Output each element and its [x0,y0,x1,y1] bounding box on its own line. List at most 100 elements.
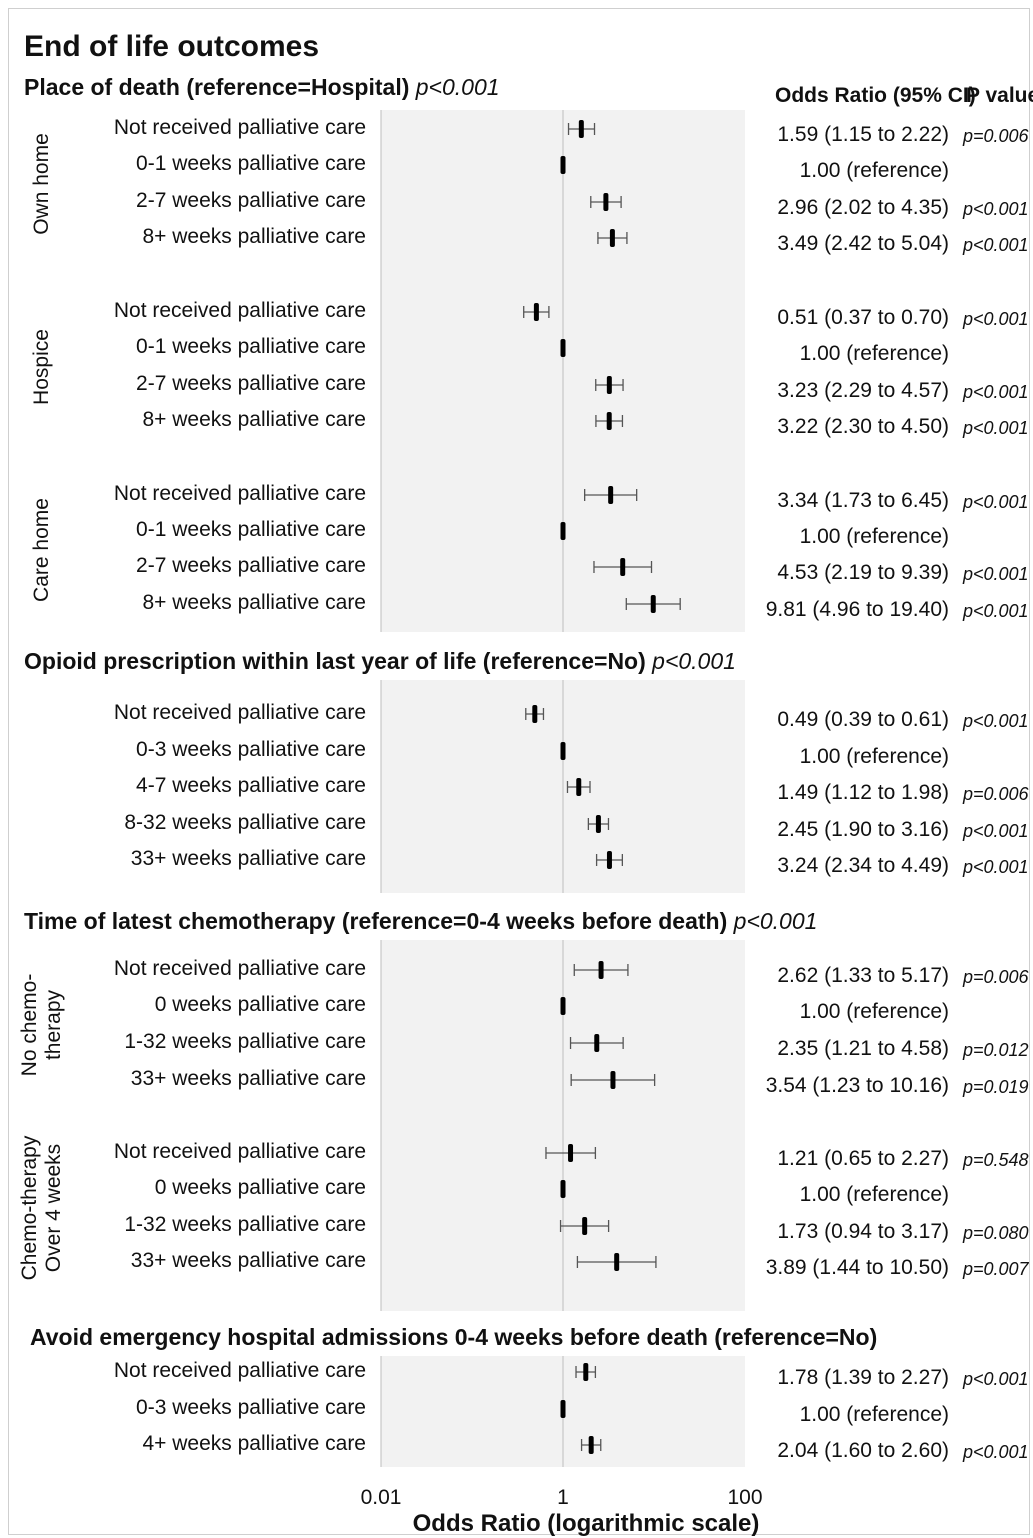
section-title: Opioid prescription within last year of … [24,648,736,675]
p-value: p=0.006 [963,126,1029,147]
row-label: 4+ weeks palliative care [142,1432,366,1456]
odds-ratio-marker [599,961,604,979]
or-ci-value: 2.62 (1.33 to 5.17) [777,964,949,988]
or-ci-value: 0.49 (0.39 to 0.61) [777,708,949,732]
section-title-text: Opioid prescription within last year of … [24,648,652,674]
odds-ratio-marker [610,1071,615,1089]
odds-ratio-marker [594,1034,599,1052]
row-label: 33+ weeks palliative care [131,847,366,871]
p-value: p<0.001 [963,1369,1029,1390]
row-label: 2-7 weeks palliative care [136,372,366,396]
row-label: Not received palliative care [114,1140,366,1164]
row-label: Not received palliative care [114,1359,366,1383]
odds-ratio-marker [568,1144,573,1162]
or-ci-value: 1.00 (reference) [800,1000,949,1024]
odds-ratio-marker [610,229,615,247]
or-ci-value: 1.78 (1.39 to 2.27) [777,1366,949,1390]
p-value: p=0.080 [963,1223,1029,1244]
odds-ratio-marker [532,705,537,723]
row-label: Not received palliative care [114,299,366,323]
row-label: Not received palliative care [114,116,366,140]
row-label: Not received palliative care [114,482,366,506]
or-ci-value: 1.59 (1.15 to 2.22) [777,123,949,147]
section-title: Avoid emergency hospital admissions 0-4 … [30,1324,877,1351]
or-ci-value: 3.89 (1.44 to 10.50) [766,1256,949,1280]
or-ci-value: 2.35 (1.21 to 4.58) [777,1037,949,1061]
p-value: p=0.006 [963,967,1029,988]
or-ci-value: 1.21 (0.65 to 2.27) [777,1147,949,1171]
odds-ratio-marker [607,376,612,394]
p-value: p<0.001 [963,382,1029,403]
or-ci-value: 3.34 (1.73 to 6.45) [777,489,949,513]
p-value: p<0.001 [963,564,1029,585]
section-title-text: Place of death (reference=Hospital) [24,74,416,100]
p-value: p<0.001 [963,711,1029,732]
row-label: 0-1 weeks palliative care [136,518,366,542]
odds-ratio-marker [534,303,539,321]
row-label: 0-1 weeks palliative care [136,152,366,176]
or-ci-value: 9.81 (4.96 to 19.40) [766,598,949,622]
odds-ratio-marker [561,522,566,540]
odds-ratio-marker [596,815,601,833]
row-label: 0 weeks palliative care [155,993,366,1017]
row-label: 2-7 weeks palliative care [136,554,366,578]
odds-ratio-marker [614,1253,619,1271]
p-value: p=0.007 [963,1259,1029,1280]
odds-ratio-marker [561,1400,566,1418]
or-ci-value: 1.00 (reference) [800,525,949,549]
or-ci-value: 1.00 (reference) [800,1403,949,1427]
row-label: 0-1 weeks palliative care [136,335,366,359]
group-label: Own home [30,133,54,235]
row-label: 8+ weeks palliative care [142,408,366,432]
section-title-text: Avoid emergency hospital admissions 0-4 … [30,1324,877,1350]
section-p-value: p<0.001 [734,908,818,934]
row-label: 1-32 weeks palliative care [124,1213,366,1237]
row-label: 0 weeks palliative care [155,1176,366,1200]
or-ci-value: 1.00 (reference) [800,1183,949,1207]
row-label: 8+ weeks palliative care [142,225,366,249]
section-title: Time of latest chemotherapy (reference=0… [24,908,817,935]
group-label: Care home [30,498,54,602]
odds-ratio-marker [561,997,566,1015]
section-p-value: p<0.001 [416,74,500,100]
p-value: p<0.001 [963,492,1029,513]
odds-ratio-marker [651,595,656,613]
row-label: 1-32 weeks palliative care [124,1030,366,1054]
p-value: p<0.001 [963,199,1029,220]
odds-ratio-marker [582,1217,587,1235]
row-label: Not received palliative care [114,957,366,981]
or-ci-value: 2.45 (1.90 to 3.16) [777,818,949,842]
odds-ratio-marker [561,156,566,174]
row-label: 2-7 weeks palliative care [136,189,366,213]
p-value: p=0.012 [963,1040,1029,1061]
or-ci-value: 2.96 (2.02 to 4.35) [777,196,949,220]
p-value: p<0.001 [963,821,1029,842]
group-label: Chemo-therapy Over 4 weeks [18,1135,66,1280]
odds-ratio-marker [561,1180,566,1198]
or-ci-value: 1.00 (reference) [800,342,949,366]
section-title: Place of death (reference=Hospital) p<0.… [24,74,500,101]
p-value: p<0.001 [963,857,1029,878]
or-ci-value: 1.49 (1.12 to 1.98) [777,781,949,805]
or-ci-value: 3.24 (2.34 to 4.49) [777,854,949,878]
or-ci-value: 3.23 (2.29 to 4.57) [777,379,949,403]
p-value: p<0.001 [963,1442,1029,1463]
x-tick-label: 0.01 [361,1486,402,1510]
section-p-value: p<0.001 [652,648,736,674]
group-label: Hospice [30,329,54,405]
odds-ratio-marker [603,193,608,211]
group-label: No chemo-therapy [18,974,66,1077]
or-ci-value: 3.54 (1.23 to 10.16) [766,1074,949,1098]
or-ci-value: 4.53 (2.19 to 9.39) [777,561,949,585]
odds-ratio-marker [576,778,581,796]
row-label: 4-7 weeks palliative care [136,774,366,798]
x-axis-label: Odds Ratio (logarithmic scale) [413,1510,760,1538]
p-value: p<0.001 [963,309,1029,330]
p-value: p<0.001 [963,601,1029,622]
odds-ratio-marker [579,120,584,138]
or-ci-value: 3.49 (2.42 to 5.04) [777,232,949,256]
row-label: 8-32 weeks palliative care [124,811,366,835]
odds-ratio-marker [589,1436,594,1454]
p-value: p<0.001 [963,235,1029,256]
p-value: p=0.006 [963,784,1029,805]
